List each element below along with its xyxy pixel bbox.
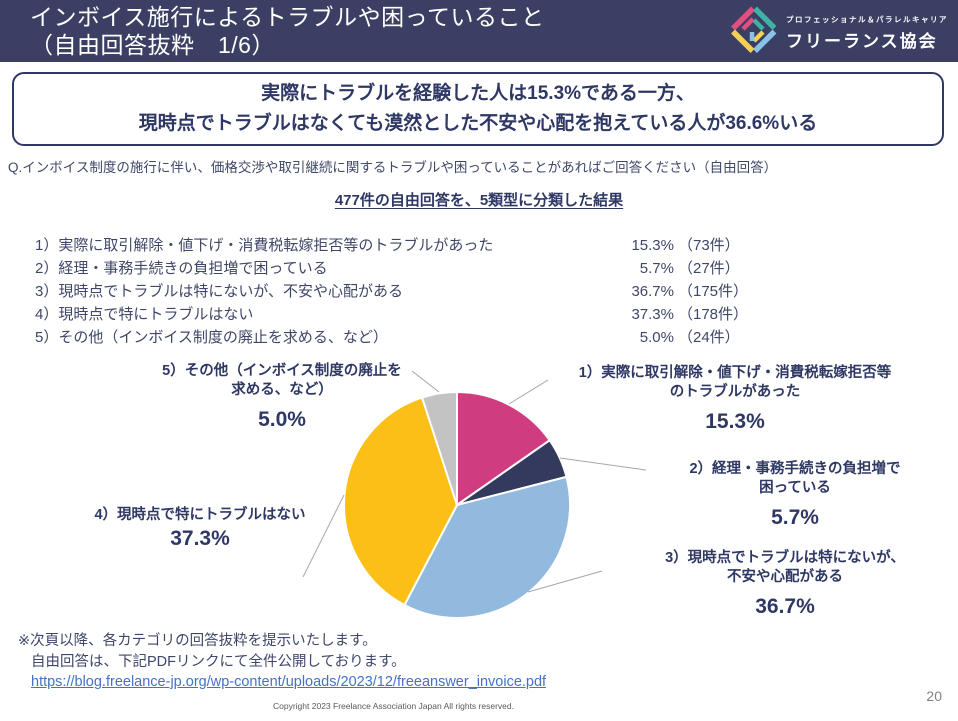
summary-line2: 現時点でトラブルはなくても漠然とした不安や心配を抱えている人が36.6%いる bbox=[138, 113, 818, 134]
pie-callout-1-percent: 15.3% bbox=[705, 410, 765, 433]
category-label: 5）その他（インボイス制度の廃止を求める、など） bbox=[35, 329, 388, 346]
pie-callout-2-text: 2）経理・事務手続きの負担増で 困っている bbox=[689, 461, 901, 496]
header-bar: インボイス施行によるトラブルや困っていること （自由回答抜粋 1/6） bbox=[0, 0, 958, 62]
pie-callout-3: 3）現時点でトラブルは特にないが、 不安や心配がある 36.7% bbox=[625, 549, 945, 619]
pie-callout-2-percent: 5.7% bbox=[771, 506, 819, 529]
summary-box: 実際にトラブルを経験した人は15.3%である一方、 現時点でトラブルはなくても漠… bbox=[12, 72, 944, 146]
list-item: 5）その他（インボイス制度の廃止を求める、など） 5.0% （24件） bbox=[35, 326, 783, 349]
list-item: 3）現時点でトラブルは特にないが、不安や心配がある 36.7% （175件） bbox=[35, 280, 783, 303]
category-label: 3）現時点でトラブルは特にないが、不安や心配がある bbox=[35, 283, 404, 300]
pie-leader-line-3 bbox=[527, 570, 603, 593]
category-label: 4）現時点で特にトラブルはない bbox=[35, 306, 254, 323]
list-item: 4）現時点で特にトラブルはない 37.3% （178件） bbox=[35, 303, 783, 326]
category-percent: 15.3% bbox=[631, 237, 674, 254]
category-percent: 5.0% bbox=[639, 329, 674, 346]
org-tagline: プロフェッショナル＆パラレルキャリア bbox=[786, 14, 948, 24]
summary-line1: 実際にトラブルを経験した人は15.3%である一方、 bbox=[261, 83, 695, 104]
category-count: （27件） bbox=[678, 260, 740, 277]
category-count: （73件） bbox=[678, 237, 740, 254]
page-number: 20 bbox=[926, 688, 942, 704]
category-count: （175件） bbox=[678, 283, 749, 300]
category-label: 2）経理・事務手続きの負担増で困っている bbox=[35, 260, 328, 277]
list-item: 2）経理・事務手続きの負担増で困っている 5.7% （27件） bbox=[35, 257, 783, 280]
category-list: 1）実際に取引解除・値下げ・消費税転嫁拒否等のトラブルがあった 15.3% （7… bbox=[35, 234, 783, 349]
list-item: 1）実際に取引解除・値下げ・消費税転嫁拒否等のトラブルがあった 15.3% （7… bbox=[35, 234, 783, 257]
footer-note1: ※次頁以降、各カテゴリの回答抜粋を提示いたします。 bbox=[18, 633, 377, 649]
footer-note2: 自由回答は、下記PDFリンクにて全件公開しております。 bbox=[31, 653, 406, 670]
category-percent: 5.7% bbox=[639, 260, 674, 277]
section-heading: 477件の自由回答を、5類型に分類した結果 bbox=[334, 192, 624, 209]
org-logo-text: プロフェッショナル＆パラレルキャリア フリーランス協会 bbox=[786, 14, 948, 52]
pie-callout-5-text: 5）その他（インボイス制度の廃止を 求める、など） bbox=[162, 363, 402, 398]
category-label: 1）実際に取引解除・値下げ・消費税転嫁拒否等のトラブルがあった bbox=[35, 237, 494, 254]
pie-callout-1-text: 1）実際に取引解除・値下げ・消費税転嫁拒否等 のトラブルがあった bbox=[578, 365, 892, 400]
category-percent: 37.3% bbox=[631, 306, 674, 323]
freelance-association-diamond-icon bbox=[728, 5, 778, 60]
org-logo: プロフェッショナル＆パラレルキャリア フリーランス協会 bbox=[728, 5, 948, 60]
category-count: （178件） bbox=[678, 306, 749, 323]
pie-slice-2 bbox=[456, 438, 568, 506]
page-title: インボイス施行によるトラブルや困っていること （自由回答抜粋 1/6） bbox=[30, 3, 544, 59]
pie-callout-5-percent: 5.0% bbox=[258, 408, 306, 431]
category-count: （24件） bbox=[678, 329, 740, 346]
copyright-text: Copyright 2023 Freelance Association Jap… bbox=[273, 701, 514, 711]
page-title-line2: （自由回答抜粋 1/6） bbox=[30, 32, 275, 58]
pie-callout-3-text: 3）現時点でトラブルは特にないが、 不安や心配がある bbox=[665, 550, 905, 585]
pdf-link[interactable]: https://blog.freelance-jp.org/wp-content… bbox=[31, 674, 547, 690]
pie-callout-1: 1）実際に取引解除・値下げ・消費税転嫁拒否等 のトラブルがあった 15.3% bbox=[512, 364, 958, 434]
page-title-line1: インボイス施行によるトラブルや困っていること bbox=[30, 4, 545, 30]
pie-leader-line-2 bbox=[559, 457, 647, 471]
survey-question: Q.インボイス制度の施行に伴い、価格交渉や取引継続に関するトラブルや困っているこ… bbox=[8, 160, 778, 175]
pie-callout-4: 4）現時点で特にトラブルはない 37.3% bbox=[45, 506, 355, 551]
category-percent: 36.7% bbox=[631, 283, 674, 300]
pie-slice-3 bbox=[403, 475, 571, 619]
org-name: フリーランス協会 bbox=[786, 31, 938, 51]
pie-callout-4-text: 4）現時点で特にトラブルはない bbox=[94, 507, 306, 523]
pie-callout-2: 2）経理・事務手続きの負担増で 困っている 5.7% bbox=[640, 460, 950, 530]
pie-callout-5: 5）その他（インボイス制度の廃止を 求める、など） 5.0% bbox=[132, 362, 432, 432]
pie-callout-3-percent: 36.7% bbox=[755, 595, 815, 618]
pie-callout-4-percent: 37.3% bbox=[170, 527, 230, 550]
footer-notes: ※次頁以降、各カテゴリの回答抜粋を提示いたします。 自由回答は、下記PDFリンク… bbox=[18, 631, 546, 693]
